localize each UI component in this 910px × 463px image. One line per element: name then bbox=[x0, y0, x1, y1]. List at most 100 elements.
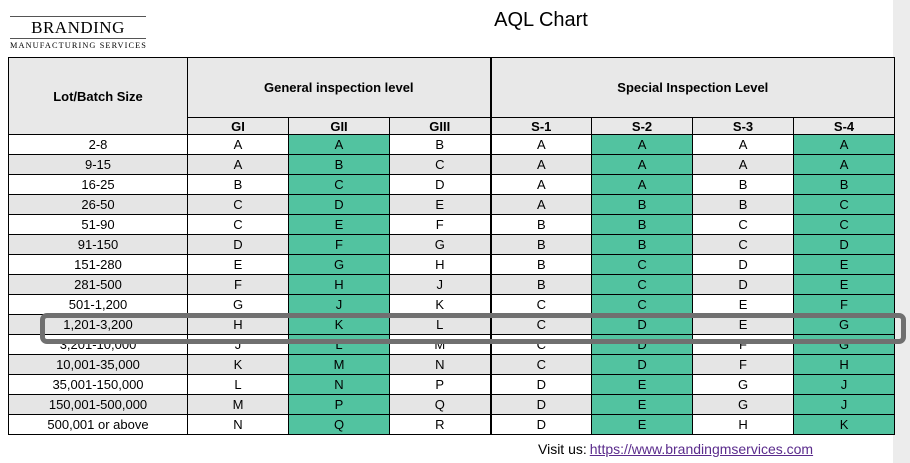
code-letter-cell: C bbox=[187, 194, 289, 215]
code-letter-cell: E bbox=[692, 294, 795, 315]
code-letter-cell: G bbox=[692, 394, 795, 415]
code-letter-cell: H bbox=[288, 274, 390, 295]
column-header: S-1 bbox=[489, 117, 593, 135]
code-letter-cell: F bbox=[388, 214, 492, 235]
code-letter-cell: D bbox=[288, 194, 390, 215]
highlight-frame bbox=[40, 313, 906, 344]
code-letter-cell: D bbox=[489, 394, 593, 415]
table-row: 35,001-150,000 L N P D E G J bbox=[8, 374, 896, 395]
code-letter-cell: B bbox=[793, 174, 896, 195]
code-letter-cell: G bbox=[288, 254, 390, 275]
footer-label: Visit us: bbox=[538, 441, 587, 457]
code-letter-cell: F bbox=[187, 274, 289, 295]
column-header: GII bbox=[288, 117, 390, 135]
column-header: GI bbox=[187, 117, 289, 135]
lot-size-cell: 2-8 bbox=[8, 134, 188, 155]
code-letter-cell: A bbox=[187, 134, 289, 155]
code-letter-cell: P bbox=[288, 394, 390, 415]
code-letter-cell: J bbox=[388, 274, 492, 295]
code-letter-cell: C bbox=[793, 194, 896, 215]
code-letter-cell: K bbox=[187, 354, 289, 375]
code-letter-cell: E bbox=[591, 394, 694, 415]
logo-tagline: MANUFACTURING SERVICES bbox=[10, 41, 148, 50]
lot-size-cell: 9-15 bbox=[8, 154, 188, 175]
code-letter-cell: G bbox=[388, 234, 492, 255]
code-letter-cell: H bbox=[187, 314, 289, 335]
column-header: S-2 bbox=[591, 117, 694, 135]
code-letter-cell: E bbox=[692, 314, 795, 335]
code-letter-cell: H bbox=[692, 414, 795, 435]
table-row: 281-500 F H J B C D E bbox=[8, 274, 896, 295]
code-letter-cell: A bbox=[692, 134, 795, 155]
code-letter-cell: A bbox=[692, 154, 795, 175]
code-letter-cell: C bbox=[591, 294, 694, 315]
code-letter-cell: G bbox=[187, 294, 289, 315]
code-letter-cell: E bbox=[187, 254, 289, 275]
code-letter-cell: C bbox=[388, 154, 492, 175]
code-letter-cell: C bbox=[793, 214, 896, 235]
code-letter-cell: C bbox=[489, 294, 593, 315]
code-letter-cell: J bbox=[793, 374, 896, 395]
code-letter-cell: B bbox=[692, 174, 795, 195]
code-letter-cell: G bbox=[692, 374, 795, 395]
lot-size-cell: 26-50 bbox=[8, 194, 188, 215]
code-letter-cell: Q bbox=[288, 414, 390, 435]
lot-size-cell: 150,001-500,000 bbox=[8, 394, 188, 415]
code-letter-cell: C bbox=[692, 214, 795, 235]
code-letter-cell: B bbox=[489, 254, 593, 275]
code-letter-cell: A bbox=[489, 174, 593, 195]
aql-table-body: 2-8 A A B A A A A 9-15 A B C A A A A 16-25 B C D A A B B 26-50 C D… bbox=[8, 134, 896, 435]
special-level-header: Special Inspection Level bbox=[489, 57, 896, 118]
code-letter-cell: C bbox=[489, 354, 593, 375]
code-letter-cell: A bbox=[489, 154, 593, 175]
code-letter-cell: E bbox=[591, 414, 694, 435]
code-letter-cell: D bbox=[489, 414, 593, 435]
code-letter-cell: B bbox=[489, 214, 593, 235]
code-letter-cell: A bbox=[793, 154, 896, 175]
lot-size-cell: 91-150 bbox=[8, 234, 188, 255]
general-level-header: General inspection level bbox=[186, 57, 492, 118]
table-row: 501-1,200 G J K C C E F bbox=[8, 294, 896, 315]
code-letter-cell: B bbox=[388, 134, 492, 155]
lot-size-cell: 151-280 bbox=[8, 254, 188, 275]
code-letter-cell: R bbox=[388, 414, 492, 435]
code-letter-cell: H bbox=[793, 354, 896, 375]
code-letter-cell: B bbox=[591, 194, 694, 215]
code-letter-cell: F bbox=[692, 354, 795, 375]
code-letter-cell: B bbox=[489, 274, 593, 295]
aql-table: Lot/Batch Size General inspection level … bbox=[8, 57, 896, 435]
lot-size-cell: 10,001-35,000 bbox=[8, 354, 188, 375]
code-letter-cell: N bbox=[388, 354, 492, 375]
lot-size-cell: 16-25 bbox=[8, 174, 188, 195]
lot-size-cell: 501-1,200 bbox=[8, 294, 188, 315]
table-row: 2-8 A A B A A A A bbox=[8, 134, 896, 155]
code-letter-cell: B bbox=[489, 234, 593, 255]
code-letter-cell: A bbox=[489, 194, 593, 215]
logo-name: BRANDING bbox=[10, 16, 146, 39]
lot-size-cell: 1,201-3,200 bbox=[8, 314, 188, 335]
code-letter-cell: A bbox=[591, 174, 694, 195]
table-row: 91-150 D F G B B C D bbox=[8, 234, 896, 255]
code-letter-cell: A bbox=[288, 134, 390, 155]
code-letter-cell: F bbox=[288, 234, 390, 255]
code-letter-cell: M bbox=[288, 354, 390, 375]
code-letter-cell: A bbox=[591, 154, 694, 175]
code-letter-cell: E bbox=[591, 374, 694, 395]
code-letter-cell: D bbox=[591, 354, 694, 375]
code-letter-cell: M bbox=[187, 394, 289, 415]
column-header: GIII bbox=[388, 117, 492, 135]
code-letter-cell: D bbox=[692, 274, 795, 295]
code-letter-cell: E bbox=[388, 194, 492, 215]
code-letter-cell: E bbox=[793, 274, 896, 295]
code-letter-cell: D bbox=[388, 174, 492, 195]
code-letter-cell: A bbox=[793, 134, 896, 155]
website-link[interactable]: https://www.brandingmservices.com bbox=[589, 441, 814, 457]
code-letter-cell: C bbox=[692, 234, 795, 255]
table-row: 10,001-35,000 K M N C D F H bbox=[8, 354, 896, 375]
code-letter-cell: F bbox=[793, 294, 896, 315]
right-edge-strip bbox=[893, 0, 910, 463]
table-row: 500,001 or above N Q R D E H K bbox=[8, 414, 896, 435]
code-letter-cell: C bbox=[187, 214, 289, 235]
code-letter-cell: H bbox=[388, 254, 492, 275]
code-letter-cell: B bbox=[187, 174, 289, 195]
